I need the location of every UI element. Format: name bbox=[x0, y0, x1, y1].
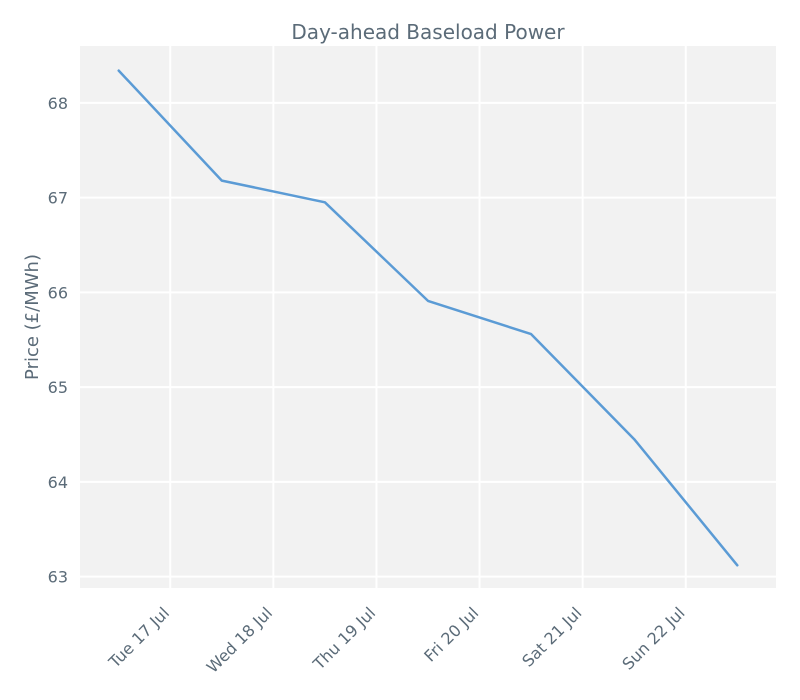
grid bbox=[80, 46, 776, 588]
y-tick-label: 63 bbox=[48, 568, 68, 587]
x-tick-label: Thu 19 Jul bbox=[309, 603, 380, 674]
x-tick-label: Tue 17 Jul bbox=[104, 603, 173, 672]
series-line bbox=[117, 69, 739, 567]
x-tick-label: Sat 21 Jul bbox=[518, 603, 585, 670]
series-group bbox=[117, 69, 739, 567]
y-tick-label: 66 bbox=[48, 283, 68, 302]
y-axis-ticks: 63 64 65 66 67 68 bbox=[48, 94, 68, 587]
y-tick-label: 64 bbox=[48, 473, 68, 492]
plot-area bbox=[80, 46, 776, 588]
y-axis-label: Price (£/MWh) bbox=[22, 254, 43, 380]
x-tick-label: Sun 22 Jul bbox=[618, 603, 688, 673]
y-tick-label: 68 bbox=[48, 94, 68, 113]
x-tick-label: Fri 20 Jul bbox=[420, 603, 482, 665]
chart-title: Day-ahead Baseload Power bbox=[291, 20, 565, 44]
y-tick-label: 67 bbox=[48, 189, 68, 208]
x-tick-label: Wed 18 Jul bbox=[203, 603, 276, 676]
y-tick-label: 65 bbox=[48, 378, 68, 397]
x-axis-ticks: Tue 17 Jul Wed 18 Jul Thu 19 Jul Fri 20 Jul… bbox=[104, 603, 688, 676]
